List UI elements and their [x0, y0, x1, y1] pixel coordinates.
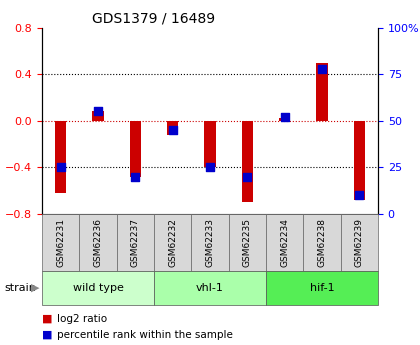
- Text: GSM62234: GSM62234: [280, 218, 289, 267]
- Point: [356, 193, 363, 198]
- Point: [57, 165, 64, 170]
- Text: strain: strain: [4, 283, 36, 293]
- Bar: [79, 214, 117, 271]
- Text: GSM62232: GSM62232: [168, 218, 177, 267]
- Bar: [279, 118, 290, 121]
- Bar: [130, 121, 141, 177]
- Text: GSM62231: GSM62231: [56, 218, 65, 267]
- Bar: [117, 214, 154, 271]
- Bar: [205, 121, 215, 167]
- Bar: [228, 214, 266, 271]
- Text: GSM62236: GSM62236: [94, 218, 102, 267]
- Text: GSM62235: GSM62235: [243, 218, 252, 267]
- Text: wild type: wild type: [73, 283, 123, 293]
- Text: GDS1379 / 16489: GDS1379 / 16489: [92, 11, 215, 25]
- Bar: [266, 271, 378, 305]
- Text: GSM62238: GSM62238: [318, 218, 326, 267]
- Text: ▶: ▶: [31, 283, 39, 293]
- Point: [132, 174, 139, 179]
- Point: [94, 109, 101, 114]
- Text: vhl-1: vhl-1: [196, 283, 224, 293]
- Text: ■: ■: [42, 314, 52, 324]
- Text: GSM62239: GSM62239: [355, 218, 364, 267]
- Text: ■: ■: [42, 330, 52, 339]
- Text: GSM62237: GSM62237: [131, 218, 140, 267]
- Point: [319, 66, 326, 71]
- Bar: [167, 121, 178, 135]
- Bar: [242, 121, 253, 202]
- Bar: [42, 214, 79, 271]
- Text: log2 ratio: log2 ratio: [57, 314, 107, 324]
- Bar: [341, 214, 378, 271]
- Point: [169, 127, 176, 133]
- Bar: [303, 214, 341, 271]
- Bar: [354, 121, 365, 200]
- Bar: [42, 271, 154, 305]
- Point: [244, 174, 251, 179]
- Point: [207, 165, 213, 170]
- Point: [281, 114, 288, 120]
- Text: hif-1: hif-1: [310, 283, 334, 293]
- Text: GSM62233: GSM62233: [205, 218, 215, 267]
- Bar: [92, 111, 104, 121]
- Bar: [55, 121, 66, 193]
- Bar: [154, 214, 192, 271]
- Bar: [266, 214, 303, 271]
- Bar: [192, 214, 228, 271]
- Bar: [154, 271, 266, 305]
- Text: percentile rank within the sample: percentile rank within the sample: [57, 330, 233, 339]
- Bar: [316, 62, 328, 121]
